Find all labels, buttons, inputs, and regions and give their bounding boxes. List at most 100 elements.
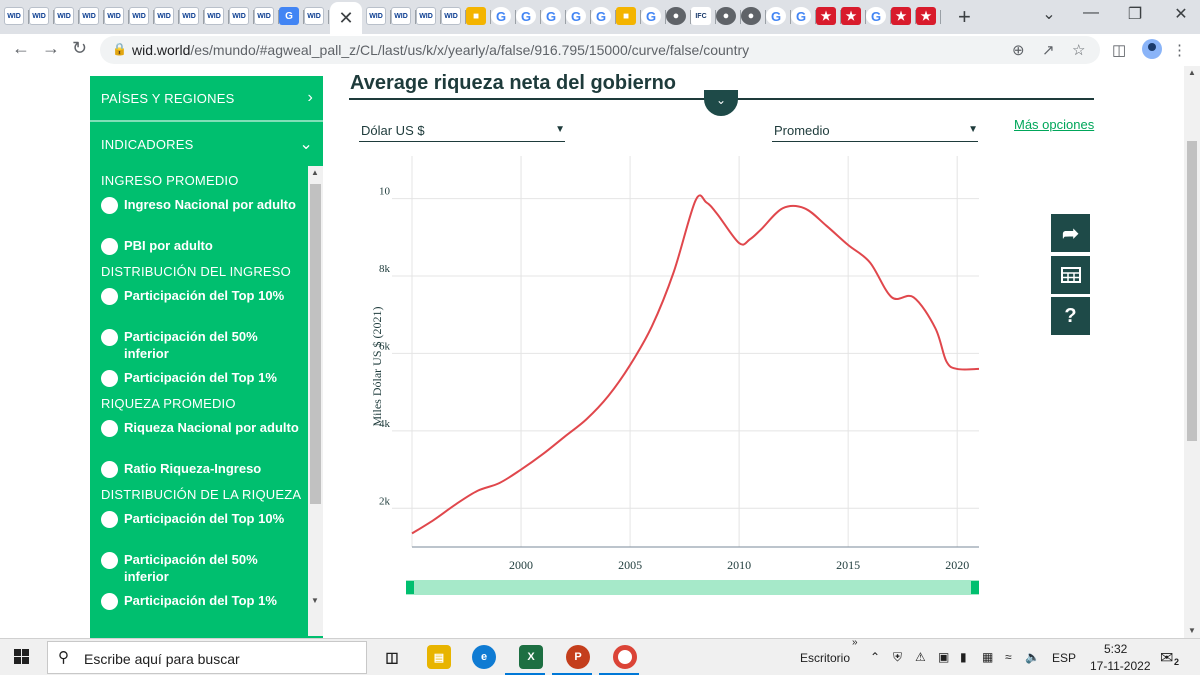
wid-tab-icon[interactable]: WID	[104, 7, 124, 25]
google-tab-icon[interactable]: G	[766, 7, 786, 25]
back-icon[interactable]: ←	[12, 38, 30, 58]
scroll-up-icon[interactable]: ▲	[311, 168, 319, 177]
indicator-option[interactable]: Participación del 50% inferior	[101, 328, 301, 362]
wid-tab-icon[interactable]: WID	[254, 7, 274, 25]
side-panel-icon[interactable]: ◫	[1112, 42, 1127, 59]
wid-tab-icon[interactable]: WID	[441, 7, 461, 25]
globe-tab-icon[interactable]: ●	[666, 7, 686, 25]
indicator-option[interactable]: Participación del 50% inferior	[101, 551, 301, 585]
radio-button[interactable]	[101, 288, 118, 305]
profile-avatar[interactable]	[1142, 39, 1162, 59]
radio-button[interactable]	[101, 552, 118, 569]
indicator-option[interactable]: Ingreso Nacional por adulto	[101, 196, 301, 214]
page-scroll-thumb[interactable]	[1187, 141, 1197, 441]
clock-time[interactable]: 5:32	[1104, 642, 1128, 656]
volume-icon[interactable]: 🔈	[1025, 650, 1040, 664]
network-error-icon[interactable]: ⚠	[915, 650, 926, 664]
wid-tab-icon[interactable]: WID	[179, 7, 199, 25]
site-tab-icon[interactable]: ■	[466, 7, 486, 25]
site-tab-icon[interactable]: ■	[616, 7, 636, 25]
share-button[interactable]: ➦	[1051, 214, 1090, 252]
globe-tab-icon[interactable]: ●	[716, 7, 736, 25]
bookmark-star-icon[interactable]: ☆	[1072, 42, 1086, 59]
chevron-double-right-icon[interactable]: »	[852, 637, 858, 648]
star-tab-icon[interactable]: ★	[891, 7, 911, 25]
more-options-link[interactable]: Más opciones	[1014, 117, 1095, 132]
chrome-icon[interactable]	[613, 645, 637, 669]
file-explorer-icon[interactable]: ▤	[427, 645, 451, 669]
forward-icon[interactable]: →	[42, 38, 60, 58]
zoom-icon[interactable]: ⊕	[1012, 42, 1025, 59]
wid-tab-icon[interactable]: WID	[129, 7, 149, 25]
new-tab-icon[interactable]: +	[958, 4, 971, 29]
globe-tab-icon[interactable]: ●	[741, 7, 761, 25]
help-button[interactable]: ?	[1051, 297, 1090, 335]
scroll-down-icon[interactable]: ▼	[1188, 626, 1196, 635]
desktop-toolbar-label[interactable]: Escritorio	[800, 651, 851, 665]
wid-tab-icon[interactable]: WID	[54, 7, 74, 25]
wid-tab-icon[interactable]: WID	[204, 7, 224, 25]
indicator-option[interactable]: Participación del Top 1%	[101, 369, 301, 387]
google-tab-icon[interactable]: G	[866, 7, 886, 25]
wid-tab-icon[interactable]: WID	[4, 7, 24, 25]
statistic-select[interactable]: Promedio ▼	[772, 122, 978, 142]
task-view-icon[interactable]: ◫	[380, 645, 404, 669]
page-scrollbar[interactable]: ▲ ▼	[1184, 66, 1200, 638]
range-slider-handle-right[interactable]	[971, 581, 979, 594]
radio-button[interactable]	[101, 461, 118, 478]
indicator-option[interactable]: Participación del Top 10%	[101, 510, 301, 528]
menu-kebab-icon[interactable]: ⋮	[1172, 42, 1187, 59]
google-tab-icon[interactable]: G	[641, 7, 661, 25]
google-tab-icon[interactable]: G	[491, 7, 511, 25]
wid-tab-icon[interactable]: WID	[304, 7, 324, 25]
battery-icon[interactable]: ▮	[960, 650, 967, 664]
security-icon[interactable]: ⛨	[893, 650, 903, 664]
radio-button[interactable]	[101, 420, 118, 437]
collapse-toggle[interactable]: ⌄	[704, 90, 738, 116]
active-tab[interactable]: ✕	[330, 2, 362, 34]
radio-button[interactable]	[101, 593, 118, 610]
google-tab-icon[interactable]: G	[516, 7, 536, 25]
scroll-up-icon[interactable]: ▲	[1188, 68, 1196, 77]
tray-expand-icon[interactable]: ⌃	[870, 650, 881, 664]
indicator-option[interactable]: PBI por adulto	[101, 237, 301, 255]
windows-start-icon[interactable]	[14, 649, 30, 665]
language-indicator[interactable]: ESP	[1052, 651, 1077, 665]
share-page-icon[interactable]: ↗	[1042, 42, 1055, 59]
range-slider-track[interactable]	[406, 580, 979, 595]
range-slider-handle-left[interactable]	[406, 581, 414, 594]
sidebar-scroll-thumb[interactable]	[310, 184, 321, 504]
wid-tab-icon[interactable]: WID	[366, 7, 386, 25]
google-tab-icon[interactable]: G	[541, 7, 561, 25]
wid-tab-icon[interactable]: WID	[29, 7, 49, 25]
wid-tab-icon[interactable]: WID	[154, 7, 174, 25]
indicator-option[interactable]: Riqueza Nacional por adulto	[101, 419, 301, 437]
reload-icon[interactable]: ↻	[72, 38, 88, 58]
radio-button[interactable]	[101, 197, 118, 214]
wid-tab-icon[interactable]: WID	[391, 7, 411, 25]
minimize-icon[interactable]: —	[1083, 4, 1099, 21]
google-tab-icon[interactable]: G	[791, 7, 811, 25]
google-tab-icon[interactable]: G	[566, 7, 586, 25]
indicator-option[interactable]: Ratio Riqueza-Ingreso	[101, 460, 301, 478]
series-line[interactable]	[411, 194, 980, 535]
meet-icon[interactable]: ▣	[938, 650, 950, 664]
url-text[interactable]: wid.world/es/mundo/#agweal_pall_z/CL/las…	[132, 42, 749, 58]
radio-button[interactable]	[101, 329, 118, 346]
wid-tab-icon[interactable]: WID	[79, 7, 99, 25]
star-tab-icon[interactable]: ★	[841, 7, 861, 25]
scroll-down-icon[interactable]: ▼	[311, 596, 319, 605]
indicators-menu[interactable]: INDICADORES ⌄	[90, 122, 323, 166]
translate-tab-icon[interactable]: G	[279, 7, 299, 25]
clock-date[interactable]: 17-11-2022	[1090, 659, 1151, 673]
wid-tab-icon[interactable]: WID	[416, 7, 436, 25]
regions-menu[interactable]: PAÍSES Y REGIONES ›	[90, 76, 323, 120]
edge-icon[interactable]: e	[472, 645, 496, 669]
notification-icon[interactable]: ✉	[1160, 650, 1174, 667]
wid-tab-icon[interactable]: WID	[229, 7, 249, 25]
radio-button[interactable]	[101, 511, 118, 528]
ifc-tab-icon[interactable]: IFC	[691, 7, 711, 25]
restore-icon[interactable]: ❐	[1127, 6, 1143, 23]
taskbar-search[interactable]: ⚲ Escribe aquí para buscar	[47, 641, 367, 674]
star-tab-icon[interactable]: ★	[816, 7, 836, 25]
